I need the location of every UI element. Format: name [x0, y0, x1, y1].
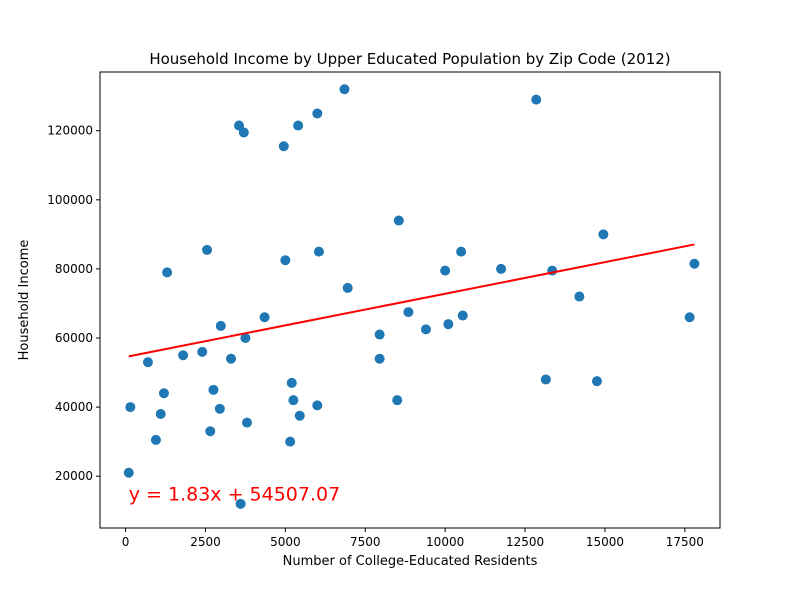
- scatter-point: [531, 94, 542, 105]
- scatter-point: [288, 395, 299, 406]
- x-tick-label: 17500: [666, 535, 704, 549]
- scatter-point: [235, 498, 246, 509]
- plot-frame: [99, 71, 721, 529]
- x-tick-label: 5000: [270, 535, 301, 549]
- y-tick-label: 100000: [47, 193, 93, 207]
- scatter-point: [293, 120, 304, 131]
- scatter-point: [197, 346, 208, 357]
- scatter-point: [205, 426, 216, 437]
- scatter-point: [403, 307, 414, 318]
- scatter-point: [374, 329, 385, 340]
- scatter-point: [294, 410, 305, 421]
- x-tick-label: 10000: [426, 535, 464, 549]
- scatter-point: [420, 324, 431, 335]
- scatter-point: [238, 127, 249, 138]
- scatter-point: [684, 312, 695, 323]
- scatter-point: [208, 384, 219, 395]
- data-points: [123, 84, 700, 509]
- chart-title: Household Income by Upper Educated Popul…: [149, 50, 670, 68]
- scatter-point: [240, 333, 251, 343]
- scatter-point: [443, 319, 454, 330]
- scatter-point: [142, 357, 153, 368]
- scatter-point: [150, 434, 161, 445]
- scatter-point: [312, 108, 323, 119]
- regression-equation-label: y = 1.83x + 54507.07: [129, 483, 340, 505]
- scatter-point: [574, 291, 585, 302]
- y-tick-label: 60000: [55, 331, 93, 345]
- x-axis-label: Number of College-Educated Residents: [283, 554, 538, 569]
- regression-line: [128, 243, 695, 358]
- x-tick-label: 15000: [586, 535, 624, 549]
- x-tick-label: 7500: [350, 535, 381, 549]
- scatter-point: [312, 400, 323, 411]
- x-tick-label: 0: [122, 535, 130, 549]
- scatter-point: [278, 141, 289, 152]
- y-axis-label: Household Income: [17, 240, 32, 361]
- y-tick-label: 40000: [55, 400, 93, 414]
- scatter-point: [286, 377, 297, 388]
- scatter-point: [202, 244, 213, 255]
- scatter-point: [280, 255, 291, 266]
- scatter-point: [496, 263, 507, 274]
- scatter-point: [689, 258, 700, 269]
- scatter-point: [591, 376, 602, 387]
- y-tick-label: 80000: [55, 262, 93, 276]
- x-tick-label: 2500: [190, 535, 221, 549]
- scatter-point: [158, 388, 169, 399]
- scatter-point: [259, 312, 270, 323]
- scatter-point: [215, 320, 226, 331]
- scatter-point: [457, 310, 468, 321]
- scatter-point: [374, 353, 385, 364]
- scatter-point: [242, 417, 253, 428]
- scatter-point: [440, 265, 451, 276]
- scatter-point: [125, 402, 136, 413]
- scatter-point: [313, 246, 324, 257]
- scatter-point: [123, 467, 134, 478]
- scatter-point: [214, 403, 225, 414]
- scatter-point: [342, 282, 353, 293]
- scatter-point: [456, 246, 467, 257]
- scatter-point: [155, 409, 166, 419]
- scatter-point: [598, 229, 609, 240]
- scatter-point: [162, 267, 173, 278]
- x-tick-label: 12500: [506, 535, 544, 549]
- scatter-point: [226, 353, 237, 364]
- scatter-point: [339, 84, 350, 95]
- scatter-point: [540, 374, 551, 385]
- scatter-point: [285, 436, 296, 447]
- scatter-point: [178, 350, 189, 361]
- y-tick-label: 120000: [47, 124, 93, 138]
- y-tick-label: 20000: [55, 469, 93, 483]
- axis-ticks: 0 2500 5000 7500 10000 12500 15000 17500 20000 40…: [47, 124, 704, 549]
- scatter-point: [392, 395, 403, 406]
- scatter-point: [393, 215, 404, 226]
